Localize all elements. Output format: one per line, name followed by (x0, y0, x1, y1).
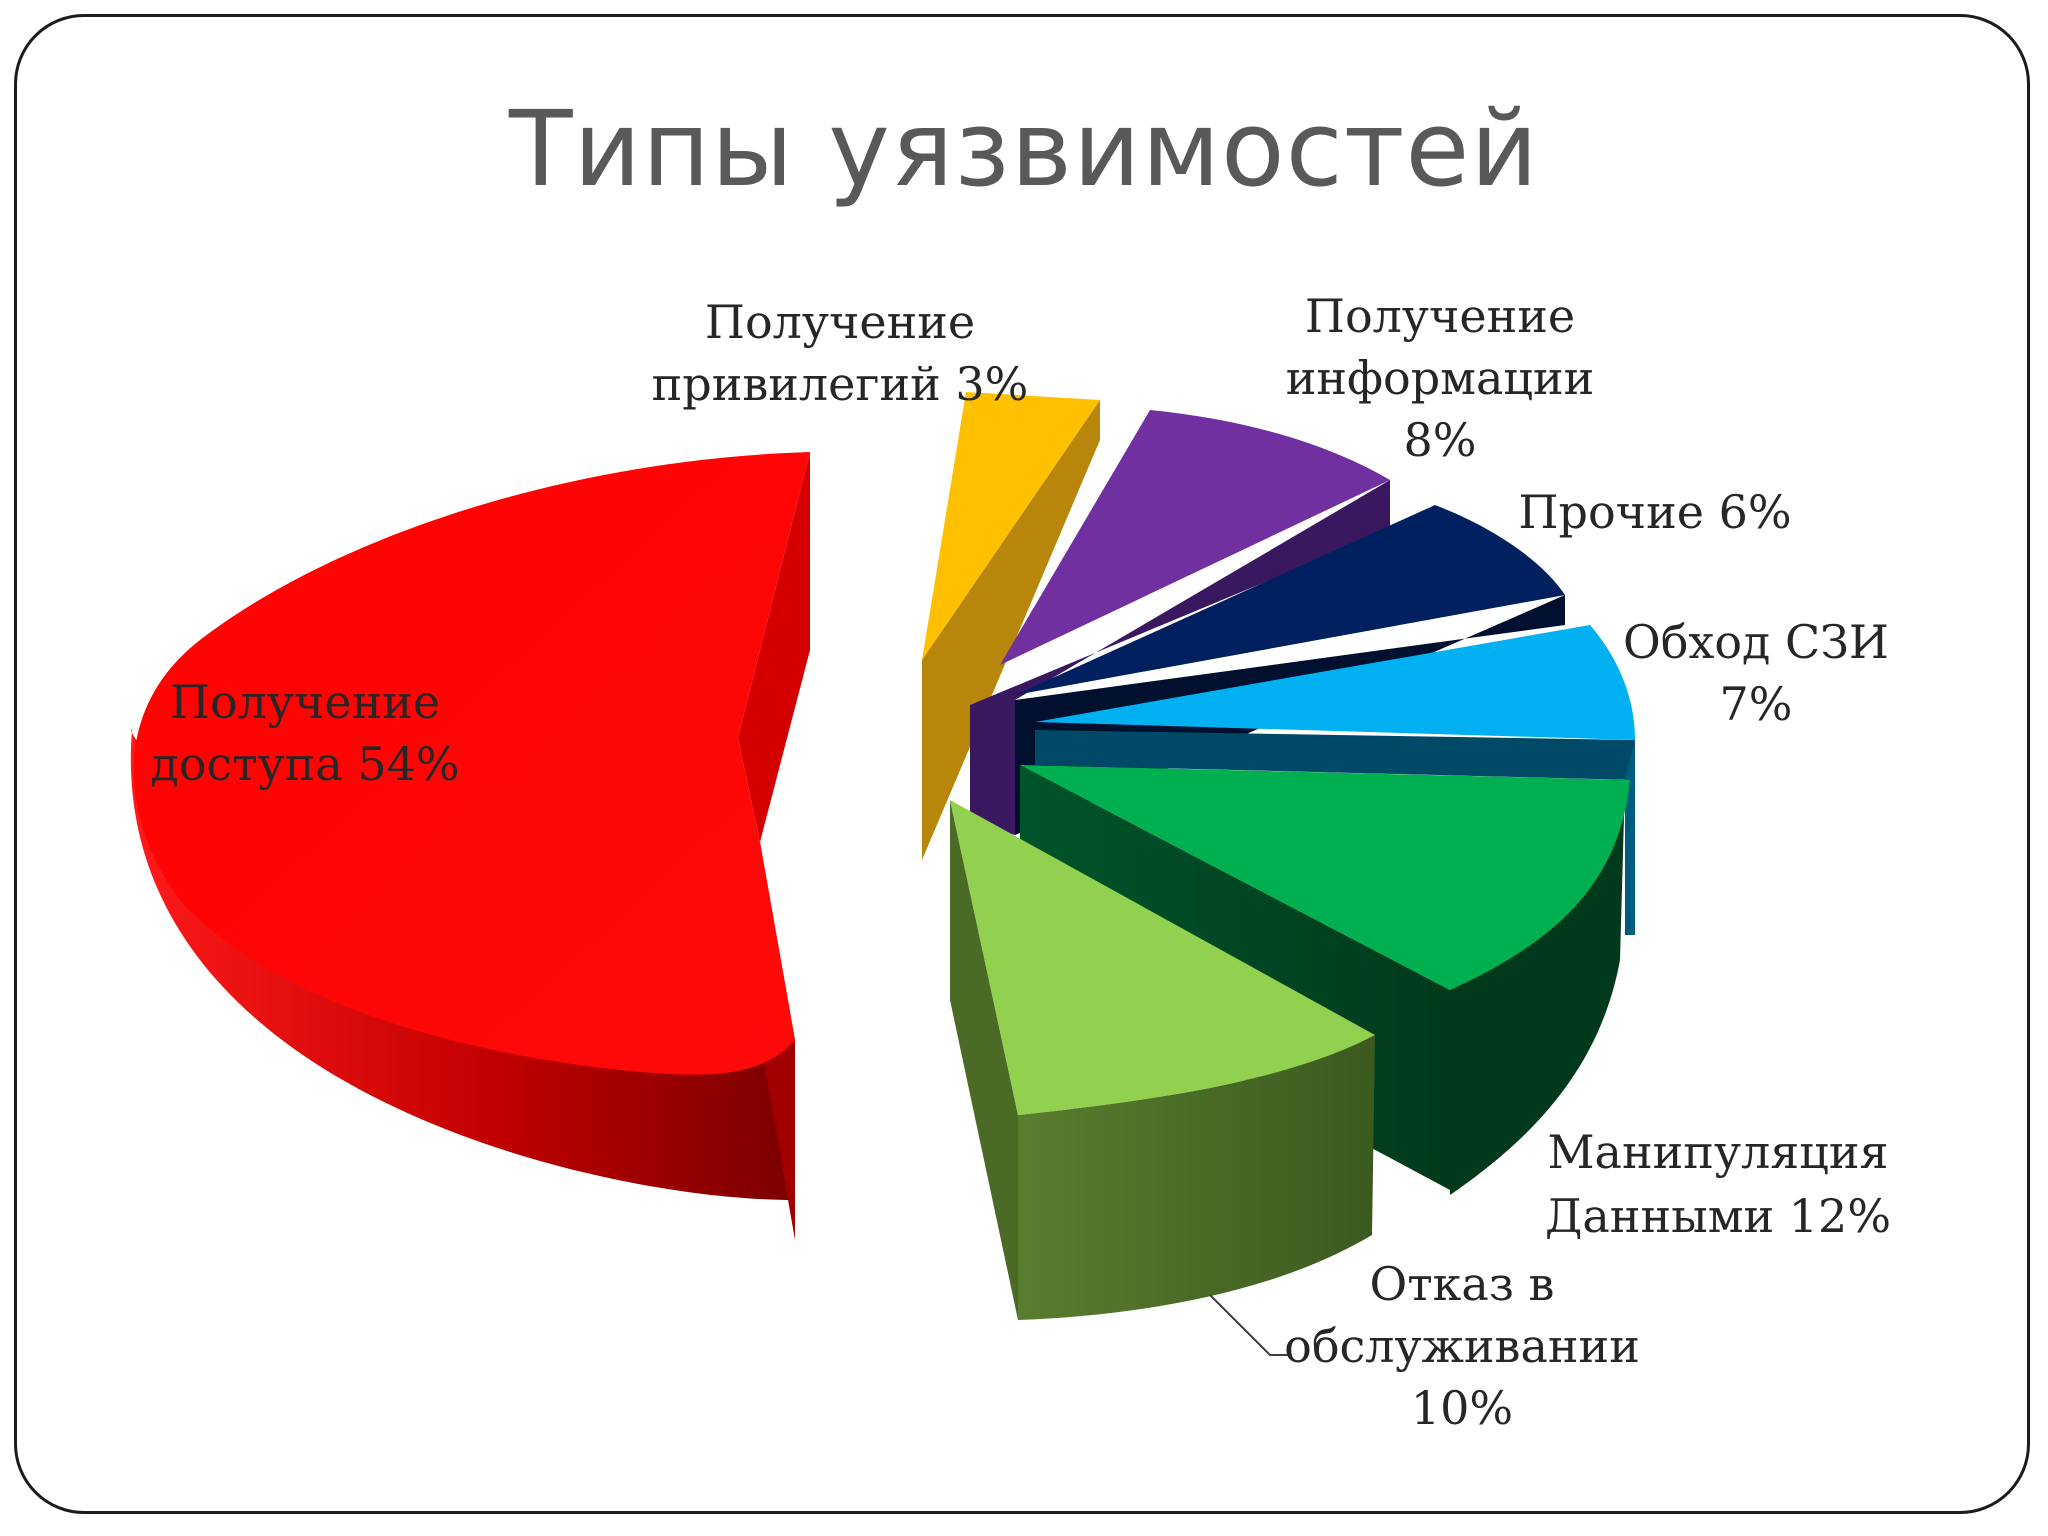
label-other-line-1: Прочие 6% (1518, 485, 1791, 539)
slide-title: Типы уязвимостей (509, 88, 1539, 210)
slice-dos-side (1018, 1035, 1375, 1320)
label-info-line-2: информации (1286, 351, 1595, 405)
label-bypass-line-1: Обход СЗИ (1623, 615, 1889, 669)
slice-access-top (133, 452, 810, 1075)
slice-other-top (1015, 505, 1565, 695)
slice-data-top (1020, 765, 1630, 990)
label-info-line-1: Получение (1305, 289, 1575, 343)
slice-access-back (738, 452, 810, 842)
label-privileges-line-2: привилегий 3% (652, 357, 1029, 411)
label-access-line-2: доступа 54% (150, 737, 459, 791)
leader-line-dos (1209, 1294, 1290, 1356)
slice-bypass-side (1035, 730, 1635, 780)
label-privileges-line-1: Получение (705, 295, 975, 349)
label-info-line-3: 8% (1404, 413, 1477, 467)
label-data-line-2: Данными 12% (1545, 1189, 1891, 1243)
label-privileges: Получение привилегий 3% (652, 295, 1029, 411)
label-other: Прочие 6% (1518, 485, 1791, 539)
slice-bypass (1035, 625, 1635, 935)
slice-privileges-side (922, 400, 1100, 860)
label-dos-line-1: Отказ в (1370, 1257, 1555, 1311)
label-data: Манипуляция Данными 12% (1545, 1125, 1891, 1243)
label-dos: Отказ в обслуживании 10% (1284, 1257, 1640, 1435)
label-info: Получение информации 8% (1286, 289, 1595, 467)
slice-dos-inner (950, 800, 1018, 1320)
label-access-line-1: Получение (170, 675, 440, 729)
label-dos-line-3: 10% (1411, 1381, 1513, 1435)
label-data-line-1: Манипуляция (1547, 1125, 1888, 1179)
label-bypass-line-2: 7% (1720, 677, 1793, 731)
slice-privileges-top (922, 392, 1100, 660)
label-bypass: Обход СЗИ 7% (1623, 615, 1889, 731)
slice-info-side (970, 480, 1390, 835)
slice-dos-top (950, 800, 1375, 1115)
slice-bypass-top (1035, 625, 1635, 740)
slice-info (970, 410, 1390, 835)
slice-dos (950, 800, 1375, 1320)
slice-access-side (130, 729, 795, 1200)
slice-data-side (1450, 780, 1625, 1195)
slice-access (130, 452, 810, 1240)
slice-info-top (1000, 410, 1390, 665)
label-access: Получение доступа 54% (150, 675, 459, 791)
slice-privileges (922, 392, 1100, 860)
label-dos-line-2: обслуживании (1284, 1319, 1640, 1373)
